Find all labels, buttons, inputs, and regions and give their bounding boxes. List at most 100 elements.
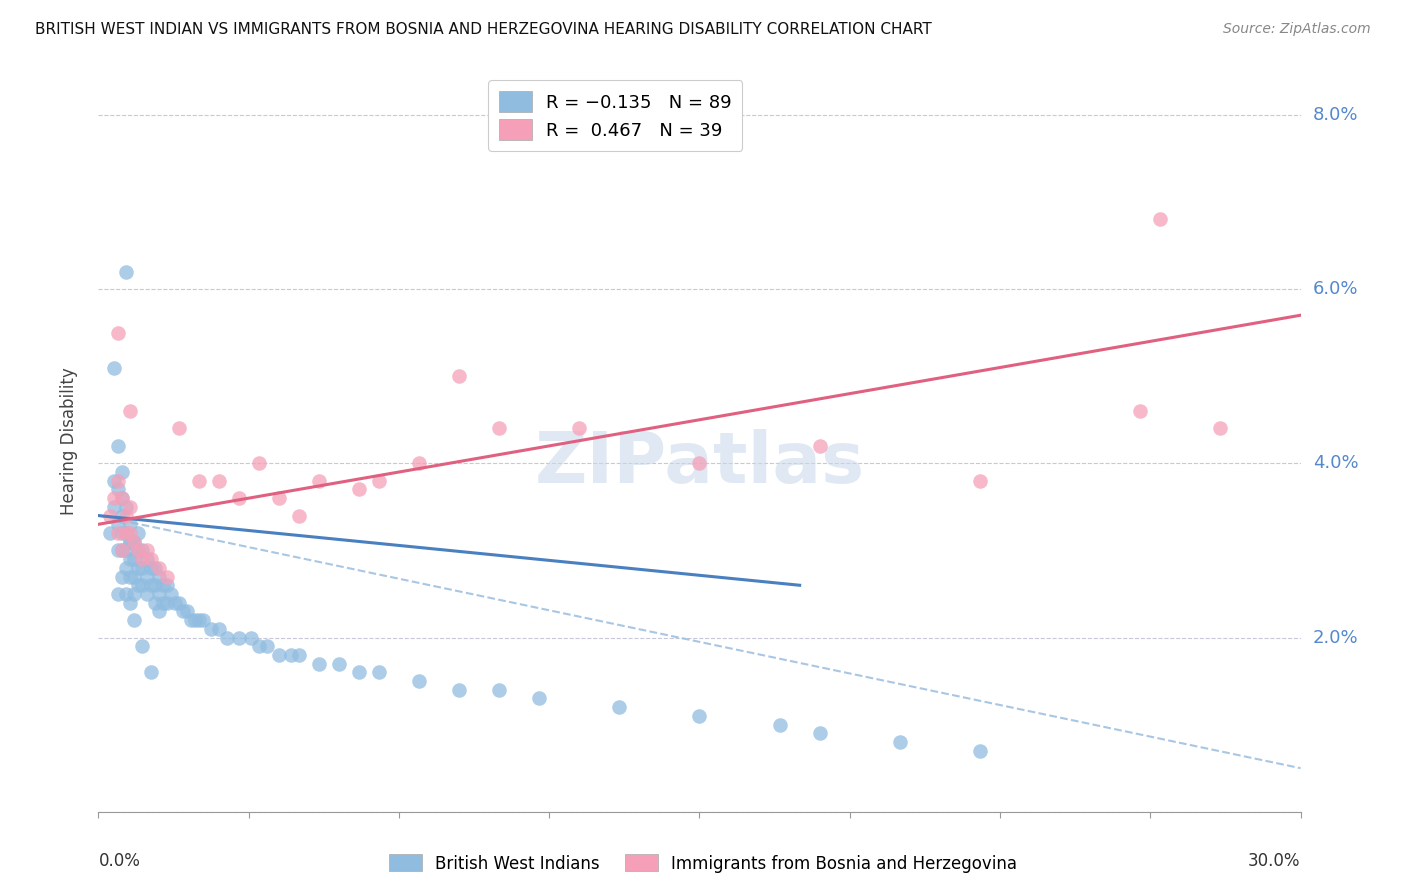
Point — [111, 508, 134, 523]
Point — [167, 596, 190, 610]
Point — [328, 657, 350, 671]
Point — [191, 613, 214, 627]
Point — [228, 631, 250, 645]
Point — [139, 665, 162, 680]
Point — [155, 596, 177, 610]
Point — [111, 491, 134, 505]
Point — [152, 596, 174, 610]
Text: Source: ZipAtlas.com: Source: ZipAtlas.com — [1223, 22, 1371, 37]
Point — [135, 569, 157, 583]
Point — [111, 491, 134, 505]
Point — [111, 569, 134, 583]
Point — [267, 491, 290, 505]
Point — [115, 500, 138, 514]
Point — [124, 534, 146, 549]
Point — [247, 639, 270, 653]
Point — [120, 526, 142, 541]
Point — [288, 648, 311, 662]
Point — [128, 543, 150, 558]
Point — [200, 622, 222, 636]
Text: 4.0%: 4.0% — [1313, 454, 1358, 473]
Point — [139, 561, 162, 575]
Point — [107, 587, 129, 601]
Point — [488, 682, 510, 697]
Point — [131, 578, 153, 592]
Point — [103, 500, 125, 514]
Point — [103, 474, 125, 488]
Point — [368, 474, 391, 488]
Point — [172, 604, 194, 618]
Point — [408, 456, 430, 470]
Point — [239, 631, 262, 645]
Point — [128, 526, 150, 541]
Point — [107, 517, 129, 532]
Point — [688, 709, 710, 723]
Point — [120, 534, 142, 549]
Point — [128, 543, 150, 558]
Point — [347, 483, 370, 497]
Point — [143, 561, 166, 575]
Point — [568, 421, 591, 435]
Point — [103, 360, 125, 375]
Point — [1129, 404, 1152, 418]
Text: BRITISH WEST INDIAN VS IMMIGRANTS FROM BOSNIA AND HERZEGOVINA HEARING DISABILITY: BRITISH WEST INDIAN VS IMMIGRANTS FROM B… — [35, 22, 932, 37]
Point — [208, 474, 231, 488]
Legend: British West Indians, Immigrants from Bosnia and Herzegovina: British West Indians, Immigrants from Bo… — [382, 847, 1024, 880]
Point — [139, 578, 162, 592]
Point — [124, 534, 146, 549]
Text: ZIPatlas: ZIPatlas — [534, 429, 865, 499]
Point — [163, 596, 186, 610]
Point — [143, 578, 166, 592]
Point — [529, 691, 551, 706]
Point — [308, 657, 330, 671]
Point — [159, 587, 181, 601]
Point — [155, 578, 177, 592]
Point — [308, 474, 330, 488]
Point — [120, 404, 142, 418]
Point — [347, 665, 370, 680]
Point — [176, 604, 198, 618]
Point — [256, 639, 278, 653]
Point — [115, 526, 138, 541]
Point — [120, 569, 142, 583]
Point — [267, 648, 290, 662]
Point — [100, 526, 122, 541]
Text: 6.0%: 6.0% — [1313, 280, 1358, 298]
Point — [107, 326, 129, 340]
Point — [115, 265, 138, 279]
Point — [228, 491, 250, 505]
Point — [111, 543, 134, 558]
Text: 2.0%: 2.0% — [1313, 629, 1358, 647]
Point — [107, 439, 129, 453]
Point — [107, 543, 129, 558]
Point — [135, 587, 157, 601]
Point — [148, 569, 170, 583]
Point — [128, 578, 150, 592]
Point — [288, 508, 311, 523]
Point — [111, 543, 134, 558]
Point — [183, 613, 205, 627]
Point — [131, 561, 153, 575]
Point — [107, 483, 129, 497]
Legend: R = −0.135   N = 89, R =  0.467   N = 39: R = −0.135 N = 89, R = 0.467 N = 39 — [488, 80, 742, 151]
Point — [208, 622, 231, 636]
Point — [447, 682, 470, 697]
Point — [124, 552, 146, 566]
Point — [120, 517, 142, 532]
Point — [100, 508, 122, 523]
Point — [131, 552, 153, 566]
Point — [889, 735, 911, 749]
Point — [447, 369, 470, 384]
Point — [135, 552, 157, 566]
Point — [120, 500, 142, 514]
Point — [1209, 421, 1232, 435]
Point — [124, 587, 146, 601]
Point — [808, 726, 831, 740]
Point — [155, 569, 177, 583]
Text: 0.0%: 0.0% — [98, 853, 141, 871]
Point — [120, 596, 142, 610]
Point — [111, 465, 134, 479]
Point — [187, 474, 209, 488]
Point — [808, 439, 831, 453]
Point — [408, 674, 430, 689]
